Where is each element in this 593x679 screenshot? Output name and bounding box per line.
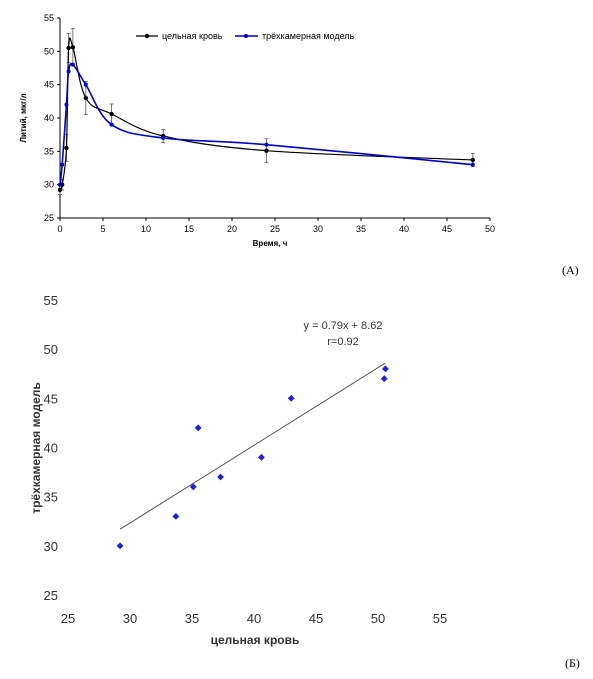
panel-label-a: (А): [562, 263, 579, 277]
scatter-point: [380, 375, 388, 383]
scatter-point: [116, 542, 124, 550]
chart-b-xtick-label: 50: [371, 611, 385, 626]
chart-b-xtick-label: 25: [61, 611, 75, 626]
chart-b: 25 30 35 40 45 50 55 25 30 35 40 45 50 55 y = 0.79x +…: [29, 293, 447, 647]
chart-b-ytick-label: 45: [44, 391, 58, 406]
data-point-three-compartment: [470, 162, 475, 167]
chart-a-ylabel: Литий, мкг/л: [19, 93, 28, 142]
data-point-whole-blood: [64, 145, 69, 151]
chart-a-xtick-label: 30: [313, 224, 323, 234]
scatter-point: [258, 453, 265, 461]
chart-a-xtick-label: 5: [100, 224, 105, 234]
data-point-three-compartment: [58, 182, 62, 187]
data-point-three-compartment: [264, 142, 269, 147]
data-point-three-compartment: [83, 82, 88, 87]
panel-label-b: (Б): [565, 656, 580, 670]
scatter-point: [382, 365, 389, 373]
chart-b-xtick-label: 45: [309, 611, 323, 626]
chart-a-xtick-label: 0: [57, 224, 62, 234]
data-point-three-compartment: [60, 162, 65, 167]
data-point-whole-blood: [70, 45, 76, 50]
chart-a-xtick-label: 20: [227, 224, 237, 234]
scatter-point: [189, 483, 197, 491]
chart-a-xtick-label: 40: [399, 224, 409, 234]
chart-b-xtick-label: 35: [185, 611, 199, 626]
scatter-point: [194, 424, 202, 432]
chart-b-ytick-label: 30: [44, 539, 58, 554]
trendline: [119, 362, 386, 530]
chart-b-xlabel: цельная кровь: [211, 633, 300, 647]
legend-label-whole-blood: цельная кровь: [162, 31, 223, 41]
chart-a-legend: цельная кровь трёхкамерная модель: [136, 31, 355, 41]
scatter-point: [287, 394, 295, 402]
series-line-three-compartment: [59, 63, 473, 185]
chart-b-xtick-label: 55: [433, 611, 447, 626]
chart-a-ytick-label: 25: [44, 213, 54, 223]
data-point-three-compartment: [70, 62, 75, 67]
series-line-whole-blood: [59, 37, 473, 191]
data-point-three-compartment: [64, 102, 69, 107]
legend-marker-whole-blood: [144, 33, 150, 39]
data-point-three-compartment: [161, 136, 166, 140]
data-point-whole-blood: [109, 111, 114, 117]
chart-a-xtick-label: 45: [442, 224, 452, 234]
legend-label-three-compartment: трёхкамерная модель: [262, 31, 355, 41]
chart-b-ytick-label: 55: [44, 293, 58, 308]
scatter-point: [172, 512, 180, 520]
legend-marker-three-compartment: [244, 34, 248, 38]
chart-b-ytick-label: 25: [44, 588, 58, 603]
data-point-whole-blood: [83, 95, 89, 101]
chart-b-ytick-label: 50: [44, 342, 58, 357]
chart-a-ytick-label: 55: [44, 13, 54, 23]
chart-a-xtick-label: 15: [184, 224, 194, 234]
regression-equation: y = 0.79x + 8.62: [304, 320, 383, 332]
chart-b-ylabel: трёхкамерная модель: [29, 382, 43, 514]
chart-a-ytick-label: 40: [44, 113, 54, 123]
chart-a-xtick-label: 10: [141, 224, 151, 234]
chart-a-ytick-label: 30: [44, 180, 54, 190]
chart-b-ytick-label: 35: [44, 490, 58, 505]
chart-a-ytick-label: 35: [44, 146, 54, 156]
data-point-whole-blood: [470, 157, 475, 163]
chart-a-ytick-label: 45: [44, 80, 54, 90]
data-point-whole-blood: [57, 187, 63, 193]
chart-b-ytick-label: 40: [44, 441, 58, 456]
chart-a-xtick-label: 50: [485, 224, 495, 234]
data-point-whole-blood: [66, 45, 71, 51]
chart-b-xtick-label: 30: [123, 611, 137, 626]
chart-a-xlabel: Время, ч: [253, 239, 288, 248]
chart-a-xtick-label: 35: [356, 224, 366, 234]
chart-a-xtick-label: 25: [270, 224, 280, 234]
data-point-three-compartment: [109, 122, 114, 127]
chart-a: 25 30 35 40 45 50 55 0 5 10 15 20 25 30 35 40 45 50 Время…: [19, 13, 495, 248]
correlation-label: r=0.92: [327, 336, 359, 348]
data-point-three-compartment: [66, 69, 71, 74]
chart-b-xtick-label: 40: [247, 611, 261, 626]
chart-a-ytick-label: 50: [44, 46, 54, 56]
data-point-whole-blood: [264, 148, 269, 153]
scatter-point: [217, 473, 224, 481]
